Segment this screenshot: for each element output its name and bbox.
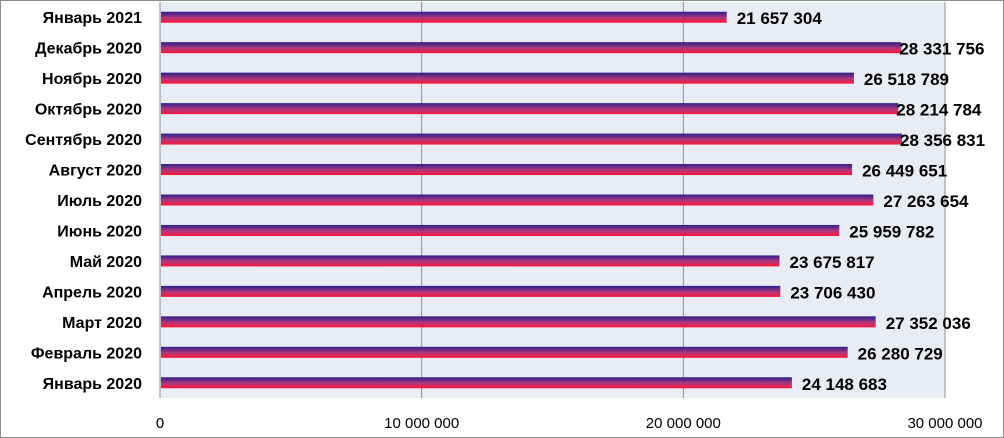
category-label: Май 2020	[70, 254, 142, 271]
value-label: 21 657 304	[737, 9, 823, 28]
value-label: 28 214 784	[896, 101, 982, 120]
category-label: Июнь 2020	[57, 223, 142, 240]
category-label: Январь 2020	[43, 376, 142, 393]
bar	[161, 255, 780, 267]
category-label: Апрель 2020	[42, 284, 142, 301]
value-label: 28 331 756	[899, 40, 984, 59]
bar	[161, 72, 854, 84]
category-label: Сентябрь 2020	[25, 132, 142, 149]
value-label: 28 356 831	[900, 131, 985, 150]
value-label: 24 148 683	[802, 375, 887, 394]
category-label: Декабрь 2020	[35, 41, 142, 58]
bar	[161, 346, 848, 358]
value-label: 25 959 782	[849, 222, 934, 241]
bar	[161, 316, 876, 328]
category-label: Ноябрь 2020	[42, 71, 142, 88]
value-label: 27 263 654	[883, 192, 969, 211]
category-label: Январь 2021	[43, 10, 142, 27]
value-label: 23 706 430	[790, 283, 875, 302]
value-label: 27 352 036	[886, 314, 971, 333]
value-label: 26 518 789	[864, 70, 949, 89]
category-label: Март 2020	[62, 315, 142, 332]
x-tick-label: 20 000 000	[646, 415, 721, 432]
bar	[161, 42, 902, 54]
value-label: 26 280 729	[858, 344, 943, 363]
bar	[161, 11, 727, 23]
x-tick-label: 30 000 000	[907, 415, 982, 432]
value-label: 23 675 817	[790, 253, 875, 272]
value-label: 26 449 651	[862, 162, 947, 181]
category-label: Август 2020	[49, 163, 142, 180]
category-label: Июль 2020	[57, 193, 142, 210]
category-label: Февраль 2020	[31, 345, 142, 362]
bar	[161, 103, 899, 115]
x-tick-label: 10 000 000	[384, 415, 459, 432]
bar	[161, 194, 874, 206]
bar	[161, 285, 781, 297]
bar	[161, 133, 903, 145]
bar	[161, 377, 792, 389]
bar	[161, 224, 840, 236]
x-tick-label: 0	[156, 415, 164, 432]
bar	[161, 164, 853, 176]
category-label: Октябрь 2020	[35, 102, 142, 119]
